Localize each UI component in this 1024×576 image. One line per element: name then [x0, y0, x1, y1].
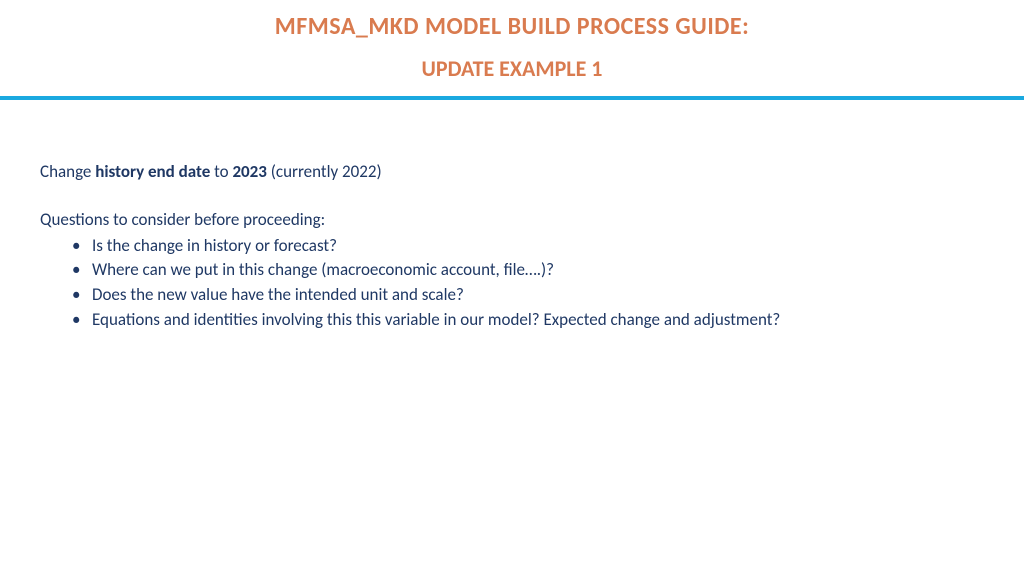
main-title: MFMSA_MKD MODEL BUILD PROCESS GUIDE: [0, 12, 1024, 41]
list-item: Is the change in history or forecast? [92, 234, 984, 259]
instruction-bold-1: history end date [95, 161, 210, 182]
instruction-bold-2: 2023 [232, 161, 266, 182]
instruction-text: Change [40, 161, 95, 182]
slide-body: Change history end date to 2023 (current… [0, 100, 1024, 332]
instruction-text: (currently 2022) [267, 161, 382, 182]
bullet-list: Is the change in history or forecast? Wh… [40, 234, 984, 333]
questions-intro: Questions to consider before proceeding: [40, 208, 984, 232]
slide-header: MFMSA_MKD MODEL BUILD PROCESS GUIDE: UPD… [0, 0, 1024, 90]
instruction-text: to [210, 161, 232, 182]
list-item: Equations and identities involving this … [92, 308, 984, 333]
instruction-line: Change history end date to 2023 (current… [40, 160, 984, 184]
list-item: Does the new value have the intended uni… [92, 283, 984, 308]
list-item: Where can we put in this change (macroec… [92, 258, 984, 283]
sub-title: UPDATE EXAMPLE 1 [0, 55, 1024, 82]
